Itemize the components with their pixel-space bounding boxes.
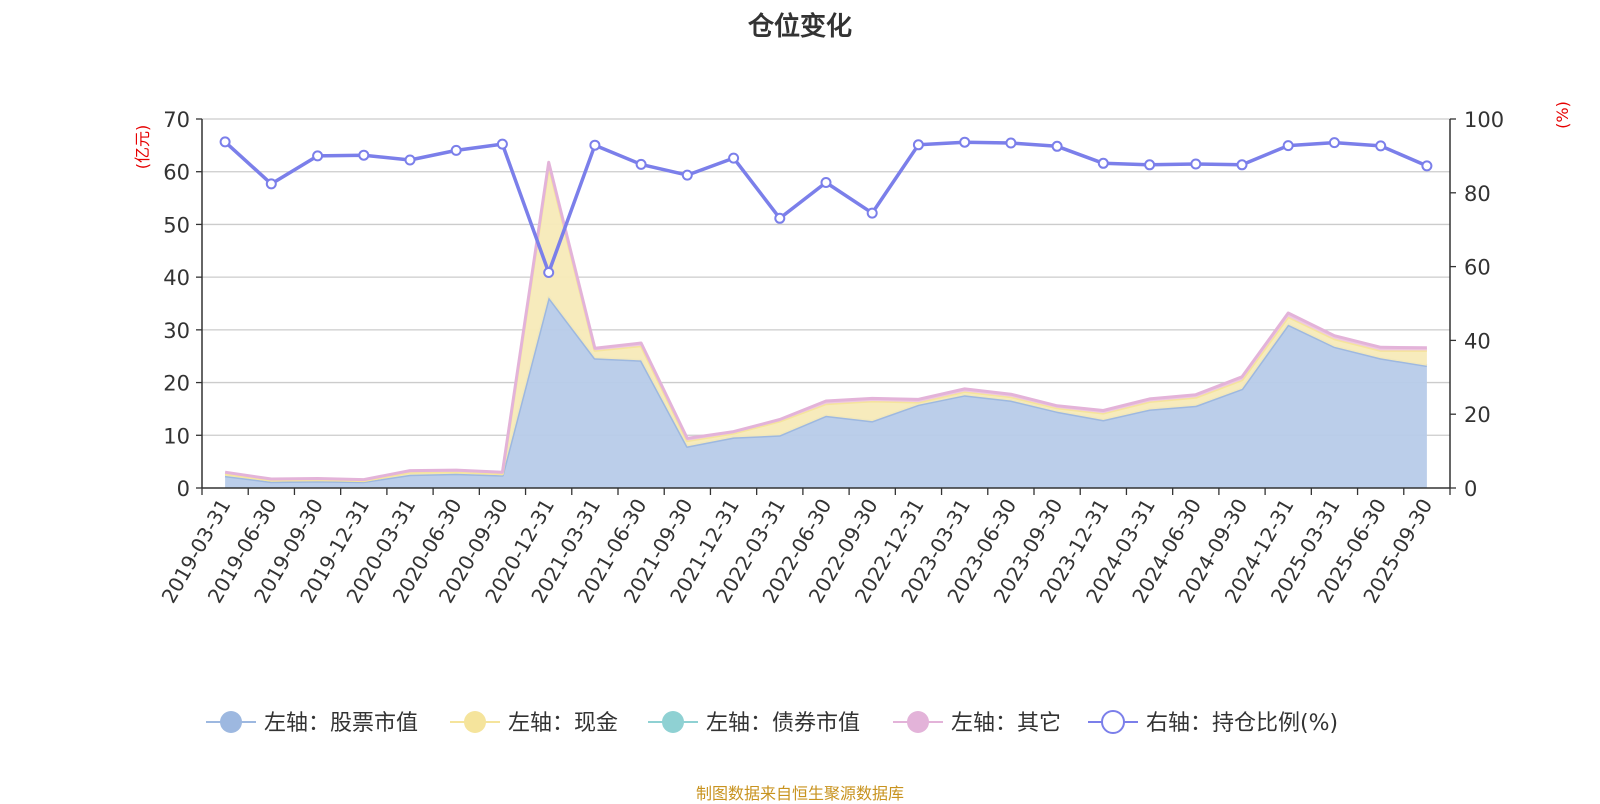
holding-ratio-point [866,207,878,219]
holding-ratio-point [219,136,231,148]
holding-ratio-point [912,139,924,151]
legend-marker-4 [1101,710,1125,734]
holding-ratio-point [496,138,508,150]
holding-ratio-point [1236,159,1248,171]
data-source-footer: 制图数据来自恒生聚源数据库 [695,784,904,803]
legend-label-2: 左轴：债券市值 [706,711,860,736]
holding-ratio-point [312,150,324,162]
left-axis-tick-label: 30 [163,319,190,343]
left-axis-tick-label: 20 [163,372,190,396]
holding-ratio-point [1328,137,1340,149]
holding-ratio-point [589,139,601,151]
right-axis-tick-label: 100 [1464,108,1504,132]
holding-ratio-point [1421,160,1433,172]
legend-label-3: 左轴：其它 [951,711,1061,736]
legend-marker-3 [907,711,929,733]
holding-ratio-point [1375,140,1387,152]
left-axis-tick-label: 0 [177,477,190,501]
area-series-line-3 [224,160,1427,482]
right-axis-tick-label: 20 [1464,403,1491,427]
holding-ratio-point [774,212,786,224]
left-axis-tick-label: 50 [163,213,190,237]
right-axis-tick-label: 60 [1464,256,1491,280]
holding-ratio-point [404,154,416,166]
holding-ratio-point [265,178,277,190]
area-series-0 [225,297,1427,488]
holding-ratio-point [450,144,462,156]
holding-ratio-point [1097,157,1109,169]
right-axis-tick-label: 0 [1464,477,1477,501]
right-axis-tick-label: 40 [1464,329,1491,353]
left-axis-tick-label: 70 [163,108,190,132]
right-axis-unit-label: (%) [1553,101,1572,129]
holding-ratio-point [681,169,693,181]
holding-ratio-point [1051,140,1063,152]
holding-ratio-point [1282,140,1294,152]
legend-marker-1 [464,711,486,733]
holding-ratio-point [1144,159,1156,171]
holding-ratio-point [635,158,647,170]
legend-marker-2 [662,711,684,733]
holding-ratio-point [1005,137,1017,149]
holding-ratio-point [543,267,555,278]
legend-label-0: 左轴：股票市值 [264,711,418,736]
chart-title: 仓位变化 [747,12,852,42]
legend-label-4: 右轴：持仓比例(%) [1146,711,1338,736]
left-axis-tick-label: 10 [163,424,190,448]
right-axis-tick-label: 80 [1464,182,1491,206]
left-axis-tick-label: 60 [163,161,190,185]
holding-ratio-point [728,152,740,164]
legend-marker-0 [220,711,242,733]
holding-ratio-point [358,149,370,161]
holding-ratio-point [1190,158,1202,170]
left-axis-unit-label: (亿元) [133,125,152,170]
holding-ratio-point [959,136,971,148]
left-axis-tick-label: 40 [163,266,190,290]
holding-ratio-point [820,177,832,188]
legend-label-1: 左轴：现金 [508,711,618,736]
